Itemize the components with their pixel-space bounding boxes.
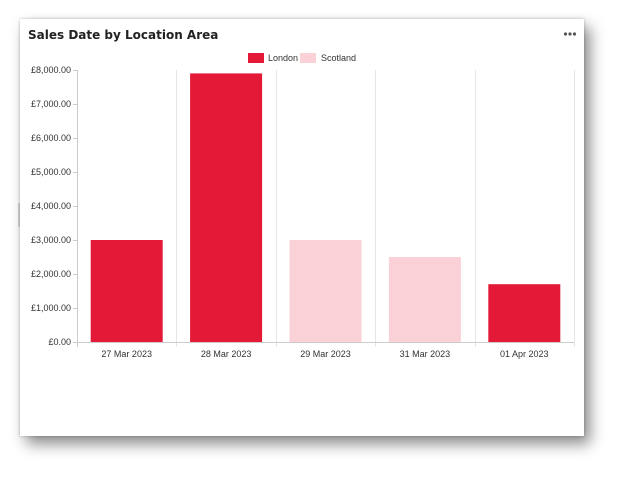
legend-swatch-london	[248, 53, 264, 63]
y-tick-label: £7,000.00	[31, 99, 71, 109]
bar-london	[90, 240, 163, 342]
legend-swatch-scotland	[300, 53, 316, 63]
x-tick-label: 29 Mar 2023	[300, 349, 351, 359]
y-tick-label: £8,000.00	[31, 65, 71, 75]
y-tick-label: £2,000.00	[31, 269, 71, 279]
more-options-button[interactable]	[563, 28, 577, 40]
more-horizontal-icon	[563, 32, 577, 36]
x-tick-label: 28 Mar 2023	[201, 349, 252, 359]
side-drag-handle[interactable]	[18, 203, 21, 227]
x-tick-label: 01 Apr 2023	[500, 349, 549, 359]
bar-chart: £0.00 £1,000.00 £2,000.00 £3,000.00 £4,000.0…	[31, 53, 575, 359]
x-tick-label: 31 Mar 2023	[400, 349, 451, 359]
x-tick-label: 27 Mar 2023	[101, 349, 152, 359]
y-tick-label: £6,000.00	[31, 133, 71, 143]
y-tick-label: £0.00	[48, 337, 71, 347]
bar-scotland	[289, 240, 362, 342]
legend-label-scotland: Scotland	[321, 53, 356, 63]
bar-london	[190, 73, 263, 343]
y-tick-label: £5,000.00	[31, 167, 71, 177]
chart-card: £0.00 £1,000.00 £2,000.00 £3,000.00 £4,000.0…	[20, 19, 584, 436]
chart-title: Sales Date by Location Area	[28, 28, 219, 42]
y-tick-label: £3,000.00	[31, 235, 71, 245]
bar-scotland	[388, 257, 461, 342]
legend-label-london: London	[268, 53, 298, 63]
y-tick-label: £1,000.00	[31, 303, 71, 313]
y-tick-label: £4,000.00	[31, 201, 71, 211]
bar-london	[488, 284, 561, 342]
